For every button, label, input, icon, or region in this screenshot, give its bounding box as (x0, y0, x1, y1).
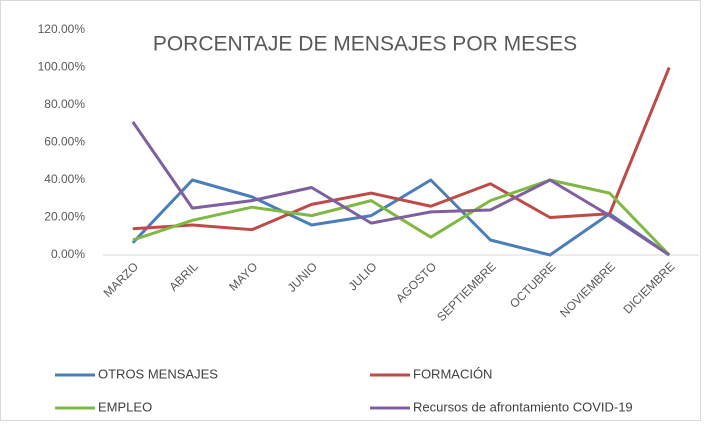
series-line (132, 66, 671, 232)
series-line (131, 121, 671, 257)
y-tick-label: 60.00% (44, 135, 85, 149)
y-tick-label: 80.00% (44, 97, 85, 111)
y-tick-label: 20.00% (44, 210, 85, 224)
chart-title: PORCENTAJE DE MENSAJES POR MESES (153, 33, 577, 56)
legend-label: EMPLEO (98, 399, 152, 414)
series-line (131, 178, 671, 257)
legend-label: Recursos de afrontamiento COVID-19 (413, 399, 633, 414)
legend-label: OTROS MENSAJES (98, 366, 218, 381)
y-tick-label: 40.00% (44, 172, 85, 186)
y-tick-label: 0.00% (51, 247, 85, 261)
y-tick-label: 100.00% (38, 60, 86, 74)
legend-label: FORMACIÓN (413, 366, 492, 381)
y-tick-label: 120.00% (38, 22, 86, 36)
